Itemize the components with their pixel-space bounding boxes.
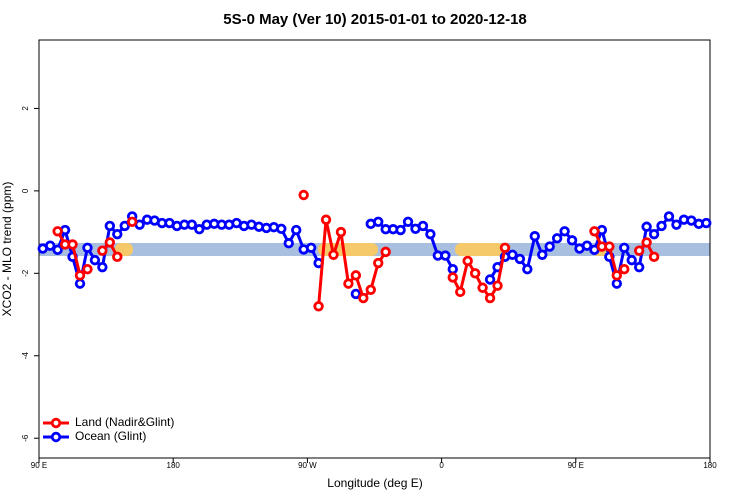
- data-point: [112, 251, 123, 263]
- data-point: [283, 238, 294, 249]
- data-point: [529, 231, 540, 242]
- data-point: [112, 228, 123, 240]
- data-point: [67, 239, 78, 250]
- data-point: [343, 278, 354, 289]
- data-point: [194, 224, 205, 235]
- data-point: [276, 223, 287, 235]
- x-tick-label: 90 W: [298, 461, 317, 470]
- data-point: [440, 250, 451, 261]
- data-point: [82, 263, 93, 275]
- data-point: [373, 216, 384, 227]
- data-point: [350, 270, 362, 281]
- legend-label: Land (Nadir&Glint): [75, 415, 174, 429]
- chart-title: 5S-0 May (Ver 10) 2015-01-01 to 2020-12-…: [223, 11, 527, 28]
- data-point: [641, 221, 652, 232]
- data-point: [82, 242, 93, 253]
- data-point: [119, 220, 130, 232]
- data-point: [626, 254, 637, 266]
- data-point: [462, 255, 473, 267]
- x-tick-label: 90 E: [568, 461, 584, 470]
- data-point: [455, 286, 466, 298]
- data-point: [74, 270, 86, 281]
- data-point: [447, 263, 458, 275]
- data-point: [544, 241, 555, 252]
- data-point: [522, 263, 533, 275]
- data-point: [365, 284, 376, 296]
- data-point: [477, 282, 488, 293]
- data-point: [52, 226, 63, 237]
- x-tick-label: 180: [703, 461, 717, 470]
- data-point: [484, 292, 496, 304]
- data-point: [648, 228, 660, 240]
- data-point: [395, 224, 406, 236]
- x-tick-label: 0: [439, 461, 444, 470]
- data-point: [52, 244, 63, 256]
- data-point: [186, 219, 198, 230]
- legend-marker: [50, 417, 62, 429]
- data-point: [89, 254, 101, 266]
- data-point: [44, 240, 56, 251]
- data-point: [611, 278, 623, 289]
- land-band: [318, 243, 378, 256]
- data-point: [402, 216, 414, 227]
- data-point: [648, 251, 660, 263]
- x-axis-label: Longitude (deg E): [327, 476, 422, 490]
- y-tick-label: 2: [21, 106, 30, 111]
- data-point: [537, 249, 548, 260]
- data-point: [126, 216, 138, 227]
- data-point: [320, 214, 332, 225]
- data-point: [313, 301, 324, 312]
- data-point: [104, 220, 116, 232]
- data-point: [335, 226, 347, 238]
- data-point: [97, 261, 108, 273]
- data-point: [589, 226, 600, 237]
- data-point: [447, 272, 458, 283]
- y-tick-label: -4: [21, 352, 30, 360]
- y-tick-label: -6: [21, 434, 30, 442]
- data-point: [566, 235, 578, 246]
- data-point: [425, 228, 436, 240]
- legend-label: Ocean (Glint): [75, 429, 146, 443]
- data-point: [97, 245, 108, 256]
- data-point: [492, 280, 503, 291]
- legend-marker: [50, 431, 62, 443]
- data-point: [663, 211, 675, 222]
- data-point: [619, 263, 630, 275]
- data-point: [633, 245, 645, 256]
- data-point: [619, 242, 630, 253]
- data-point: [656, 220, 667, 232]
- data-point: [641, 237, 652, 248]
- data-point: [298, 189, 309, 201]
- data-point: [74, 278, 86, 289]
- data-point: [507, 249, 518, 260]
- data-point: [305, 242, 317, 253]
- data-point: [559, 226, 570, 237]
- y-axis-label: XCO2 - MLO trend (ppm): [0, 182, 14, 317]
- data-point: [350, 288, 362, 300]
- data-point: [551, 233, 563, 244]
- data-point: [373, 257, 384, 269]
- data-point: [469, 268, 481, 279]
- data-point: [417, 220, 429, 232]
- data-point: [633, 261, 645, 273]
- data-point: [581, 240, 593, 251]
- data-point: [484, 274, 496, 285]
- data-point: [104, 237, 116, 248]
- land-band: [455, 243, 505, 256]
- data-point: [611, 270, 623, 281]
- y-tick-label: 0: [21, 188, 30, 193]
- data-point: [604, 241, 615, 252]
- x-tick-label: 90 E: [31, 461, 47, 470]
- y-tick-label: -2: [21, 269, 30, 277]
- data-point: [291, 224, 302, 236]
- data-point: [328, 249, 339, 260]
- data-point: [701, 217, 712, 229]
- data-point: [358, 292, 369, 304]
- x-tick-label: 180: [167, 461, 181, 470]
- data-point: [380, 246, 391, 258]
- data-point: [671, 219, 682, 230]
- data-point: [499, 242, 511, 253]
- data-point: [514, 253, 526, 265]
